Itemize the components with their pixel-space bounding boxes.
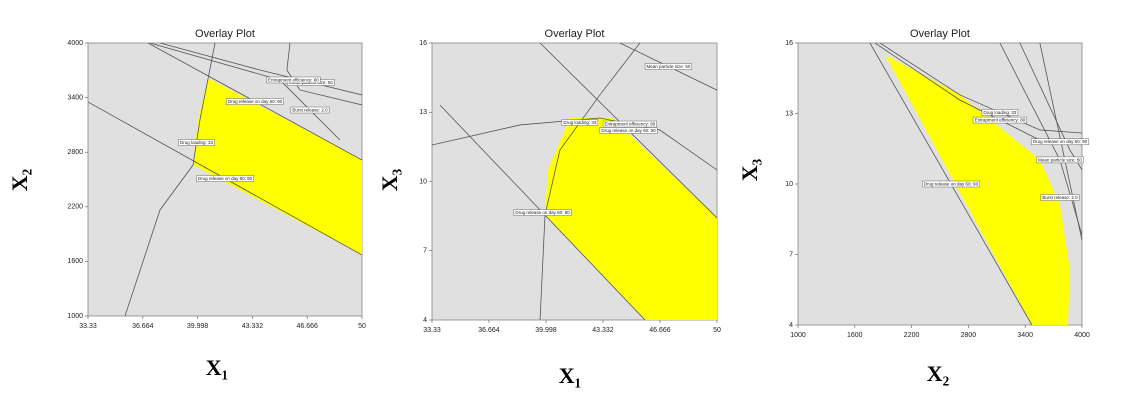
contour-label-box: [644, 63, 693, 70]
contour-label: Burst release: 2.0: [1042, 195, 1078, 200]
contour-line: [159, 43, 362, 96]
overlay-plot: Drug loading: 33 Drug release on day 60: …: [7, 28, 366, 380]
chart-title: Overlay Plot: [910, 28, 970, 40]
contour-label: Drug loading: 33: [180, 140, 214, 145]
y-tick-label: 16: [785, 40, 793, 47]
overlay-plot: Drug release on day 60: 90 Drug loading: …: [737, 28, 1090, 386]
y-tick-label: 4: [423, 317, 427, 324]
y-tick-label: 13: [785, 110, 793, 117]
contour-label-box: [599, 127, 658, 134]
contour-label: Drug release on day 60: 90: [1033, 139, 1088, 144]
contour-label-box: [266, 76, 321, 84]
x-tick-label: 43.332: [242, 323, 264, 330]
x-tick-label: 39.998: [535, 327, 557, 334]
feasible-region: [545, 118, 717, 320]
y-tick-label: 16: [419, 40, 427, 47]
contour-label: Drug release on day 60: 90: [198, 176, 253, 181]
y-axis-label: X₃: [377, 168, 402, 191]
contour-label: Mean particle size: 50: [647, 64, 691, 69]
x-tick-label: 50: [713, 327, 721, 334]
x-tick-label: 3400: [1017, 332, 1033, 339]
contour-label-box: [178, 139, 215, 146]
x-tick-label: 2800: [961, 332, 977, 339]
contour-label-box: [1036, 156, 1084, 164]
y-axis-label: X₂: [7, 168, 32, 191]
y-tick-label: 1600: [67, 258, 83, 265]
contour-label-box: [561, 119, 599, 126]
x-tick-label: 50: [358, 323, 366, 330]
contour-label-box: [513, 209, 572, 216]
contour-label: Drug release on day 60: 90: [515, 210, 570, 215]
contour-label: Entrapment efficiency: 80: [975, 118, 1026, 123]
x-tick-label: 43.332: [592, 327, 614, 334]
y-tick-label: 4000: [67, 40, 83, 47]
x-axis-label: X₁: [559, 363, 581, 388]
y-tick-label: 2200: [67, 204, 83, 211]
contour-label: Drug release on day 60: 90: [601, 128, 656, 133]
y-tick-label: 13: [419, 109, 427, 116]
x-tick-label: 39.998: [187, 323, 209, 330]
contour-line: [539, 43, 641, 320]
x-tick-label: 1000: [790, 332, 806, 339]
contour-label-box: [972, 116, 1027, 124]
plot-content: [432, 43, 717, 320]
y-tick-label: 10: [785, 181, 793, 188]
contour-line: [1019, 43, 1082, 171]
contour-label-box: [196, 175, 254, 182]
x-tick-label: 1600: [847, 332, 863, 339]
feasible-region: [193, 78, 362, 256]
contour-label: Burst release: 2.0: [292, 108, 328, 113]
contour-label: Drug release on day 60: 90: [228, 99, 283, 104]
contour-label-box: [1040, 194, 1080, 201]
y-tick-label: 1000: [67, 313, 83, 320]
chart-title: Overlay Plot: [195, 28, 255, 40]
x-axis-label: X₁: [206, 355, 228, 380]
y-tick-label: 7: [423, 248, 427, 255]
y-tick-label: 7: [789, 251, 793, 258]
x-tick-label: 46.666: [296, 323, 318, 330]
contour-label: Drug loading: 33: [563, 120, 597, 125]
x-axis-label: X₂: [927, 361, 950, 386]
x-tick-label: 36.664: [132, 323, 154, 330]
contour-label-box: [1031, 138, 1089, 145]
feasible-region: [884, 54, 1070, 325]
contour-label: Mean particle size: 50: [1038, 157, 1082, 162]
contour-label: Drug release on day 60: 90: [924, 181, 979, 186]
contour-label: Entrapment efficiency: 80: [268, 77, 319, 82]
y-axis-label: X₃: [737, 158, 762, 181]
overlay-plot: Drug loading: 33 Entrapment efficiency: 8…: [377, 28, 721, 388]
contour-label-box: [922, 180, 980, 188]
contour-label-box: [981, 109, 1019, 116]
y-tick-label: 10: [419, 178, 427, 185]
x-tick-label: 2200: [904, 332, 920, 339]
x-tick-label: 33.33: [423, 327, 441, 334]
contour-label-box: [226, 98, 284, 105]
contour-label: Drug loading: 33: [983, 110, 1017, 115]
x-tick-label: 36.664: [478, 327, 500, 334]
x-tick-label: 4000: [1074, 332, 1090, 339]
y-tick-label: 2800: [67, 149, 83, 156]
x-tick-label: 33.33: [79, 323, 97, 330]
contour-line: [124, 43, 216, 316]
contour-label-box: [602, 120, 657, 128]
contour-line: [432, 117, 717, 171]
chart-title: Overlay Plot: [545, 28, 605, 40]
contour-label-box: [290, 106, 330, 114]
contour-label: Entrapment efficiency: 80: [605, 122, 656, 127]
y-tick-label: 3400: [67, 94, 83, 101]
y-tick-label: 4: [789, 322, 793, 329]
x-tick-label: 46.666: [649, 327, 671, 334]
